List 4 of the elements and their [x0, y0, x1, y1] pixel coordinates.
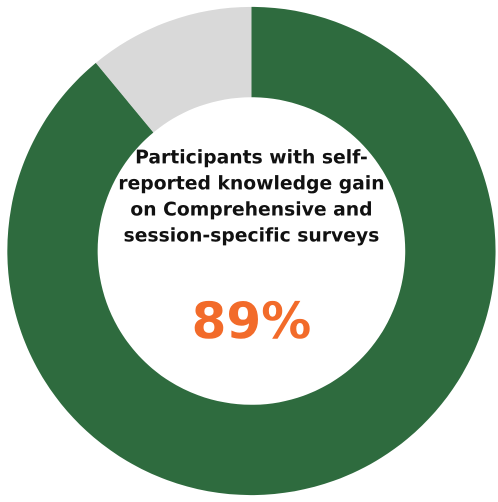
- data-label: 89%: [194, 300, 310, 339]
- donut-slice: [7, 6, 496, 496]
- text: Participants with self-reported knowledge gain on Comprehensive and session-specific surveys: [120, 149, 384, 246]
- donut-slice: [96, 6, 252, 132]
